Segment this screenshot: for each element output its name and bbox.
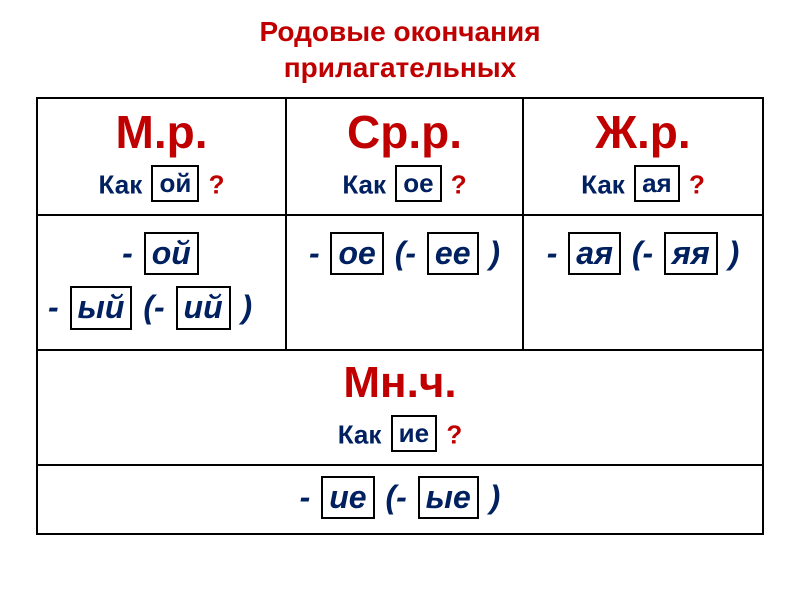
neut-question: Как ое ? [291,165,518,202]
paren-close: ) [242,289,253,325]
neut-q-box: ое [395,165,441,202]
masc-q-mark: ? [209,170,225,200]
plural-header: Мн.ч. Как ие ? [37,350,763,465]
paren-close: ) [729,235,740,271]
masc-end-box2: ый [70,286,133,329]
page-title: Родовые окончания прилагательных [259,14,540,87]
fem-q-prefix: Как [581,170,625,200]
col-fem-header: Ж.р. Как ая ? [523,98,763,215]
paren-open: (- [632,235,653,271]
fem-question: Как ая ? [528,165,758,202]
paren-close: ) [490,479,501,515]
plural-endings: - ие (- ые ) [37,465,763,534]
dash: - [122,235,133,271]
masc-q-prefix: Как [99,170,143,200]
neut-q-mark: ? [451,170,467,200]
fem-end-box1: ая [568,232,621,275]
col-neut-header: Ср.р. Как ое ? [286,98,523,215]
plural-abbrev: Мн.ч. [42,359,758,407]
endings-row: - ой - ый (- ий ) - ое (- ее ) - а [37,215,763,350]
paren-open: (- [395,235,416,271]
masc-end-box3: ий [176,286,231,329]
fem-end-box2: яя [664,232,718,275]
plural-q-box: ие [391,415,437,452]
col-masc-header: М.р. Как ой ? [37,98,286,215]
paren-open: (- [143,289,164,325]
fem-abbrev: Ж.р. [528,107,758,158]
plural-end-box2: ые [418,476,479,519]
fem-endings: - ая (- яя ) [523,215,763,350]
masc-q-box: ой [151,165,199,202]
neut-abbrev: Ср.р. [291,107,518,158]
plural-q-prefix: Как [338,420,382,450]
fem-q-mark: ? [689,170,705,200]
fem-line1: - ая (- яя ) [528,226,758,280]
plural-q-mark: ? [446,420,462,450]
title-line2: прилагательных [284,52,517,83]
dash: - [300,479,311,515]
dash: - [309,235,320,271]
masc-endings: - ой - ый (- ий ) [37,215,286,350]
masc-abbrev: М.р. [42,107,281,158]
masc-line2: - ый (- ий ) [42,280,281,334]
plural-header-row: Мн.ч. Как ие ? [37,350,763,465]
paren-close: ) [489,235,500,271]
dash: - [48,289,59,325]
dash: - [547,235,558,271]
masc-question: Как ой ? [42,165,281,202]
plural-question: Как ие ? [42,415,758,452]
header-row: М.р. Как ой ? Ср.р. Как ое ? Ж.р. Как ая… [37,98,763,215]
title-line1: Родовые окончания [259,16,540,47]
plural-endings-row: - ие (- ые ) [37,465,763,534]
endings-table: М.р. Как ой ? Ср.р. Как ое ? Ж.р. Как ая… [36,97,764,535]
neut-end-box2: ее [427,232,479,275]
plural-end-box1: ие [321,476,374,519]
masc-line1: - ой [42,226,281,280]
neut-line1: - ое (- ее ) [291,226,518,280]
masc-end-box1: ой [144,232,199,275]
neut-endings: - ое (- ее ) [286,215,523,350]
neut-end-box1: ое [330,232,383,275]
neut-q-prefix: Как [342,170,386,200]
paren-open: (- [385,479,406,515]
fem-q-box: ая [634,165,680,202]
